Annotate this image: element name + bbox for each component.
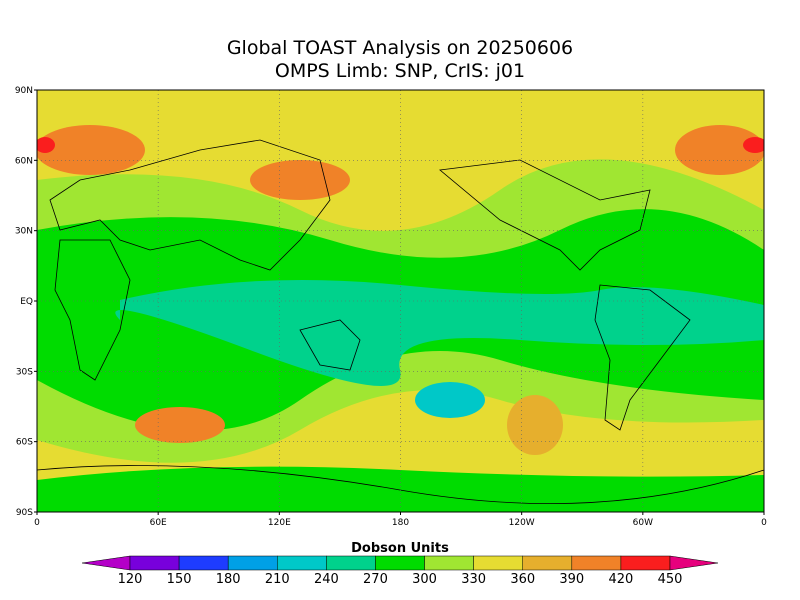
colorbar-tick-label: 330 — [461, 572, 486, 587]
colorbar-box — [277, 555, 327, 571]
title-line: Global TOAST Analysis on 20250606 — [227, 37, 573, 59]
lon-label: 120E — [268, 518, 291, 528]
lon-label: 0 — [761, 518, 767, 528]
colorbar-tick-label: 420 — [608, 572, 633, 587]
colorbar-box — [227, 555, 278, 571]
colorbar-tick-label: 390 — [559, 572, 584, 587]
colorbar-box — [620, 555, 671, 571]
colorbar-end — [81, 555, 131, 571]
colorbar-tick-label: 180 — [216, 572, 241, 587]
colorbar-box — [326, 555, 376, 571]
colorbar-tick-label: 270 — [363, 572, 388, 587]
coastlines — [36, 139, 765, 504]
colorbar-box — [473, 555, 523, 571]
ozone-field — [37, 90, 764, 512]
colorbar-box — [571, 555, 622, 571]
colorbar-tick-label: 210 — [265, 572, 290, 587]
colorbar-tick-label: 120 — [118, 572, 143, 587]
colorbar-tick-label: 450 — [658, 572, 683, 587]
colorbar-tick-label: 360 — [510, 572, 535, 587]
lon-label: 120W — [509, 518, 535, 528]
colorbar-tick-label: 240 — [314, 572, 339, 587]
lat-label: 60N — [15, 156, 33, 166]
lat-label: 90N — [15, 86, 33, 96]
colorbar-label: Dobson Units — [351, 541, 449, 556]
lon-label: 0 — [34, 518, 40, 528]
lon-label: 60W — [633, 518, 653, 528]
lat-label: 30N — [15, 227, 33, 237]
lat-label: 60S — [16, 438, 33, 448]
lon-label: 60E — [150, 518, 167, 528]
title-line: OMPS Limb: SNP, CrIS: j01 — [275, 60, 525, 82]
colorbar-box — [129, 555, 180, 571]
colorbar-end — [669, 555, 719, 571]
colorbar-tick-label: 150 — [167, 572, 192, 587]
lon-label: 180 — [392, 518, 409, 528]
colorbar-box — [522, 555, 573, 571]
colorbar-box — [424, 555, 474, 571]
lat-label: EQ — [20, 297, 33, 307]
lat-label: 90S — [16, 508, 33, 518]
colorbar-tick-label: 300 — [412, 572, 437, 587]
colorbar-box — [375, 555, 425, 571]
colorbar: 120 150 180 210 240 270 300 330 360 390 420 450 — [81, 555, 719, 587]
colorbar-box — [178, 555, 229, 571]
lat-label: 30S — [16, 367, 33, 377]
